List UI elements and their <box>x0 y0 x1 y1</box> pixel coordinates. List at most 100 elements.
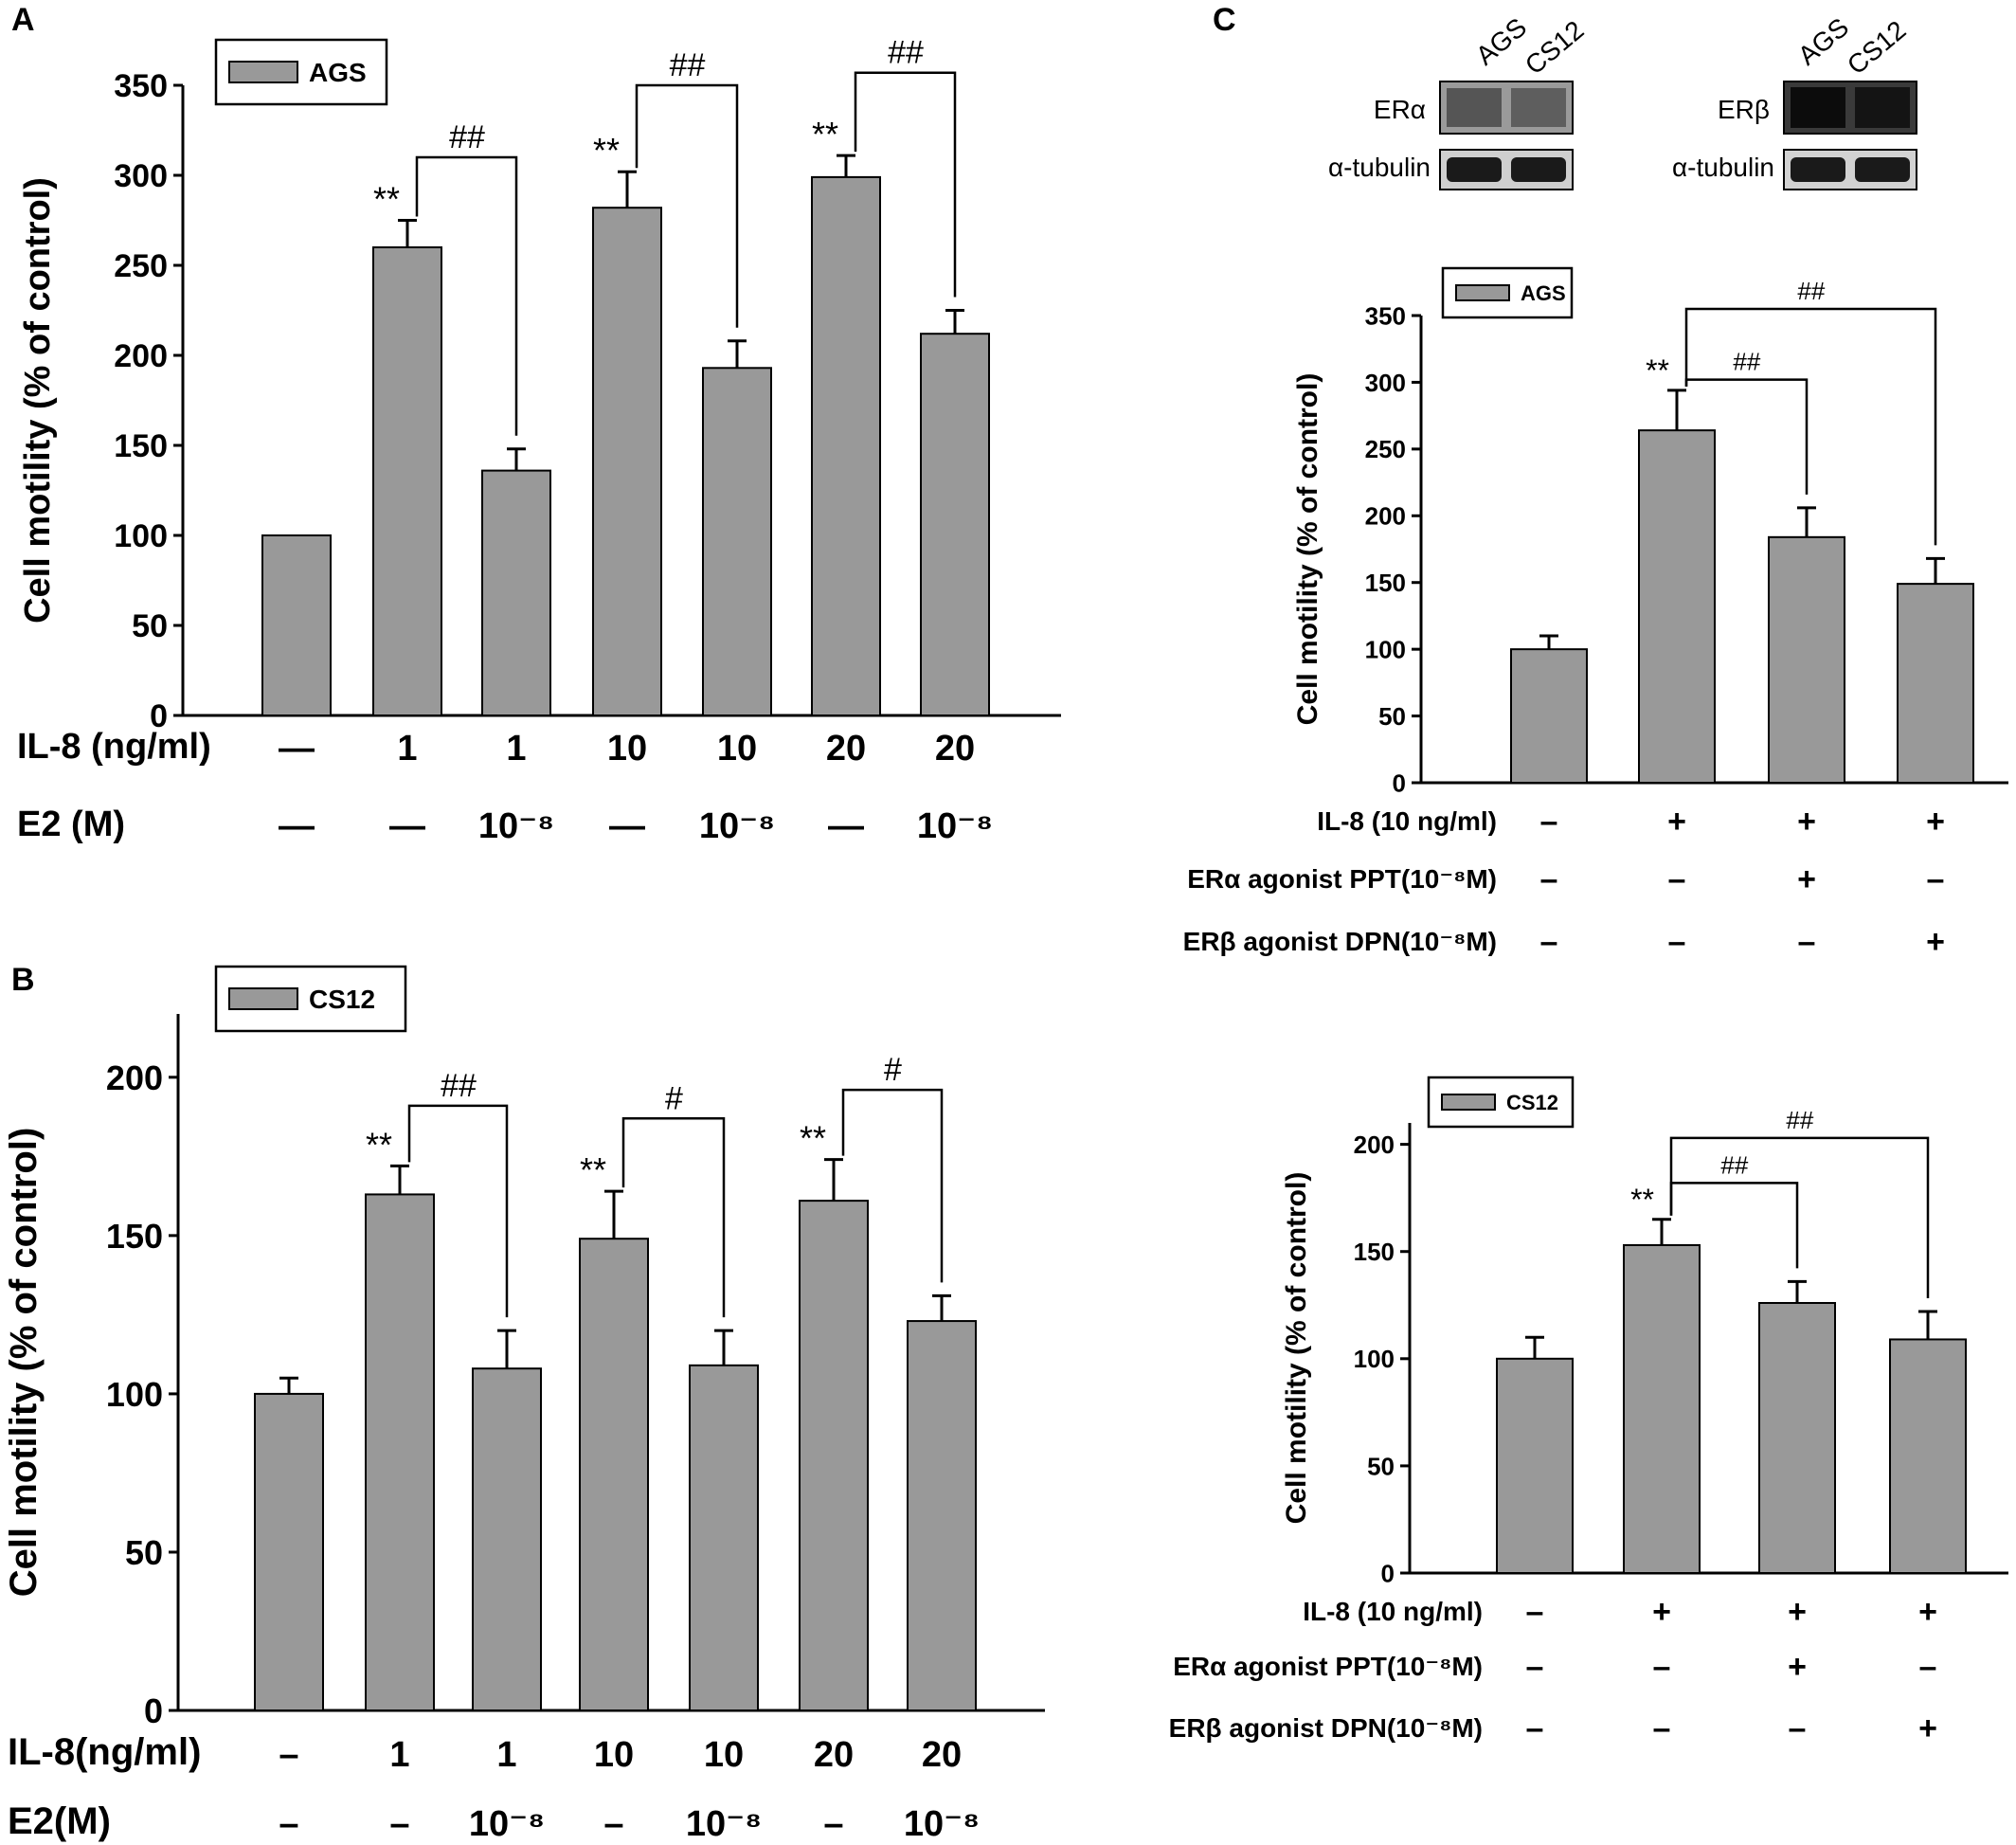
y-tick-label: 200 <box>1354 1131 1395 1159</box>
y-tick-label: 0 <box>144 1691 163 1730</box>
significance-hash: # <box>665 1080 684 1116</box>
significance-stars: ** <box>1646 353 1669 388</box>
condition-cell: – <box>1540 924 1558 960</box>
significance-stars: ** <box>1630 1183 1654 1217</box>
condition-cell: + <box>1926 804 1945 840</box>
legend-swatch <box>1455 284 1510 301</box>
condition-cell: – <box>1668 861 1686 897</box>
condition-row-label: ERβ agonist DPN(10⁻⁸M) <box>1183 927 1497 956</box>
significance-bracket <box>1669 1136 1930 1299</box>
y-axis-label: Cell motility (% of control) <box>1281 1172 1312 1525</box>
significance-stars: ** <box>800 1119 826 1158</box>
significance-bracket <box>635 83 739 328</box>
blot-lane-label-cs12-right: CS12 <box>1842 15 1912 81</box>
bar <box>592 207 662 716</box>
legend-label: CS12 <box>1506 1091 1558 1114</box>
significance-hash: ## <box>1720 1150 1748 1179</box>
condition-cell: + <box>1788 1594 1807 1630</box>
panel-label-a: A <box>11 2 35 38</box>
condition-cell: – <box>1668 924 1686 960</box>
condition-cell: 10 <box>717 729 757 769</box>
significance-hash: ## <box>1786 1106 1813 1134</box>
blot-er-alpha-band-cs12 <box>1511 88 1566 127</box>
condition-row-label: E2(M) <box>8 1800 111 1842</box>
bar <box>1496 1357 1574 1575</box>
significance-bracket <box>415 155 518 436</box>
condition-cell: + <box>1918 1710 1937 1746</box>
condition-cell: — <box>279 729 315 769</box>
condition-cell: + <box>1788 1649 1807 1685</box>
bar <box>254 1392 324 1711</box>
blot-label-tubulin-left: α-tubulin <box>1328 153 1431 182</box>
blot-tubulin-right-band-cs12 <box>1855 157 1910 182</box>
condition-cell: 20 <box>935 729 975 769</box>
significance-stars: ** <box>812 115 838 154</box>
legend-label: CS12 <box>309 985 375 1014</box>
condition-cell: – <box>1927 861 1945 897</box>
y-tick-label: 200 <box>114 338 168 374</box>
y-tick-label: 100 <box>1365 636 1406 664</box>
blot-er-alpha-band-ags <box>1447 88 1502 127</box>
condition-cell: — <box>609 806 645 846</box>
condition-cell: — <box>279 806 315 846</box>
condition-cell: 20 <box>922 1735 962 1775</box>
bar <box>579 1238 649 1712</box>
significance-hash: ## <box>888 35 925 71</box>
y-tick-label: 100 <box>114 518 168 554</box>
legend-label: AGS <box>1521 281 1566 305</box>
significance-hash: ## <box>449 119 486 155</box>
condition-cell: 20 <box>814 1735 854 1775</box>
significance-hash: ## <box>669 47 706 83</box>
bar <box>907 1320 977 1712</box>
y-tick-label: 150 <box>114 428 168 464</box>
bar <box>261 534 332 716</box>
bar <box>1768 535 1845 785</box>
condition-cell: 10⁻⁸ <box>686 1804 762 1844</box>
bar <box>1758 1302 1836 1574</box>
condition-cell: 1 <box>397 729 417 769</box>
bar <box>472 1367 542 1711</box>
condition-cell: 10 <box>704 1735 744 1775</box>
bar <box>1889 1338 1967 1575</box>
legend-swatch <box>1441 1094 1496 1111</box>
y-tick-label: 250 <box>1365 435 1406 463</box>
condition-cell: — <box>389 806 425 846</box>
condition-cell: – <box>1540 804 1558 840</box>
condition-cell: 20 <box>826 729 866 769</box>
condition-cell: + <box>1667 804 1686 840</box>
y-axis-label: Cell motility (% of control) <box>18 177 58 624</box>
significance-bracket <box>621 1117 726 1318</box>
y-tick-label: 50 <box>125 1533 163 1572</box>
bar <box>1897 583 1974 784</box>
condition-cell: + <box>1797 861 1816 897</box>
significance-hash: ## <box>1733 348 1760 376</box>
y-tick-label: 250 <box>114 248 168 284</box>
blot-lane-label-cs12-left: CS12 <box>1520 15 1590 81</box>
condition-cell: 1 <box>389 1735 409 1775</box>
chart-b: 0 50 100 150 200 Cell motility (% of control)… <box>3 965 1045 1844</box>
bar <box>372 246 442 716</box>
y-tick-label: 50 <box>132 608 168 644</box>
condition-cell: 1 <box>506 729 526 769</box>
panel-label-b: B <box>11 962 35 998</box>
condition-cell: 10⁻⁸ <box>904 1804 980 1844</box>
condition-row-label: IL-8 (10 ng/ml) <box>1303 1597 1483 1626</box>
condition-cell: 10⁻⁸ <box>469 1804 545 1844</box>
significance-bracket <box>854 71 957 298</box>
condition-cell: 10⁻⁸ <box>917 806 993 846</box>
western-blots: AGS CS12 AGS CS12 ERα α-tubulin ERβ α-tu… <box>1328 12 1917 190</box>
chart-c-cs12: 0 50 100 150 200 Cell motility (% of control)… <box>1169 1076 2008 1746</box>
y-axis-label: Cell motility (% of control) <box>3 1128 45 1598</box>
condition-cell: 10⁻⁸ <box>699 806 775 846</box>
bar <box>1638 429 1716 784</box>
chart-a: 0 50 100 150 200 250 300 350 Cell motility (% of… <box>17 35 1061 846</box>
significance-bracket <box>407 1104 509 1318</box>
condition-cell: 10 <box>594 1735 634 1775</box>
significance-stars: ** <box>366 1125 392 1164</box>
y-tick-label: 100 <box>106 1375 163 1414</box>
condition-cell: – <box>1526 1594 1544 1630</box>
condition-cell: + <box>1652 1594 1671 1630</box>
y-tick-label: 50 <box>1378 702 1406 731</box>
y-tick-label: 0 <box>1393 769 1406 797</box>
legend-swatch <box>228 61 298 83</box>
